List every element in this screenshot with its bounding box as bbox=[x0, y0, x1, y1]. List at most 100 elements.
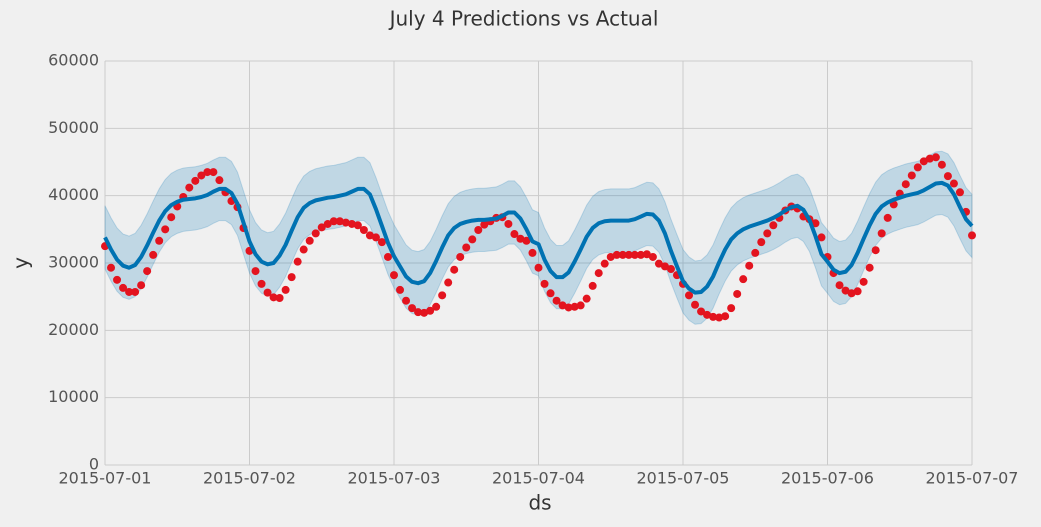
data-point bbox=[697, 307, 706, 316]
data-point bbox=[365, 231, 374, 240]
data-point bbox=[432, 302, 441, 311]
data-point bbox=[570, 302, 579, 311]
data-point bbox=[715, 313, 724, 322]
forecast-line bbox=[103, 180, 974, 295]
data-point bbox=[317, 223, 326, 232]
data-point bbox=[871, 246, 880, 255]
data-point bbox=[721, 312, 730, 321]
data-point bbox=[353, 221, 362, 230]
data-point bbox=[955, 188, 964, 197]
data-point bbox=[444, 278, 453, 287]
data-point bbox=[377, 238, 386, 247]
data-point bbox=[919, 157, 928, 166]
data-point bbox=[618, 250, 627, 259]
data-point bbox=[624, 250, 633, 259]
data-point bbox=[877, 229, 886, 238]
data-point bbox=[685, 291, 694, 300]
data-point bbox=[745, 261, 754, 270]
data-point bbox=[925, 154, 934, 163]
data-point bbox=[125, 287, 134, 296]
data-point bbox=[510, 230, 519, 239]
data-point bbox=[107, 263, 116, 272]
data-point bbox=[113, 275, 122, 284]
data-point bbox=[474, 226, 483, 235]
data-point bbox=[576, 301, 585, 310]
data-point bbox=[468, 235, 477, 244]
data-point bbox=[703, 310, 712, 319]
data-point bbox=[660, 262, 669, 271]
data-point bbox=[402, 296, 411, 305]
x-tick-label: 2015-07-07 bbox=[926, 469, 1019, 488]
data-point bbox=[733, 289, 742, 298]
data-point bbox=[600, 259, 609, 268]
data-point bbox=[323, 219, 332, 228]
data-point bbox=[450, 265, 459, 274]
data-point bbox=[137, 281, 146, 290]
data-point bbox=[594, 269, 603, 278]
data-point bbox=[420, 308, 429, 317]
x-axis-label: ds bbox=[528, 491, 551, 515]
data-point bbox=[462, 243, 471, 252]
data-point bbox=[287, 273, 296, 282]
data-point bbox=[197, 171, 206, 180]
data-point bbox=[335, 217, 344, 226]
data-point bbox=[329, 217, 338, 226]
y-tick-label: 0 bbox=[89, 455, 99, 474]
y-tick-label: 60000 bbox=[48, 51, 99, 70]
data-point bbox=[937, 160, 946, 169]
data-point bbox=[371, 233, 380, 242]
data-point bbox=[414, 308, 423, 317]
data-point bbox=[558, 301, 567, 310]
data-point bbox=[251, 267, 260, 276]
data-point bbox=[281, 285, 290, 294]
data-point bbox=[408, 304, 417, 313]
x-tick-label: 2015-07-04 bbox=[492, 469, 585, 488]
y-tick-label: 10000 bbox=[48, 387, 99, 406]
data-point bbox=[666, 265, 675, 274]
data-point bbox=[968, 231, 976, 240]
data-point bbox=[739, 275, 748, 284]
data-point bbox=[853, 287, 862, 296]
data-point bbox=[305, 236, 314, 245]
data-point bbox=[949, 179, 958, 188]
data-point bbox=[131, 287, 140, 296]
data-point bbox=[293, 257, 302, 266]
data-point bbox=[167, 213, 176, 222]
data-point bbox=[769, 221, 778, 230]
data-point bbox=[540, 279, 549, 288]
data-point bbox=[931, 153, 940, 162]
data-point bbox=[359, 226, 368, 235]
data-point bbox=[185, 183, 194, 192]
data-point bbox=[155, 236, 164, 245]
data-point bbox=[347, 219, 356, 228]
data-point bbox=[546, 289, 555, 298]
data-point bbox=[396, 285, 405, 294]
data-point bbox=[426, 306, 435, 315]
data-point bbox=[438, 291, 447, 300]
data-point bbox=[383, 252, 392, 261]
data-point bbox=[299, 245, 308, 254]
data-point bbox=[841, 286, 850, 295]
data-point bbox=[269, 293, 278, 302]
data-point bbox=[859, 277, 868, 286]
data-point bbox=[480, 220, 489, 229]
data-point bbox=[636, 250, 645, 259]
data-point bbox=[191, 176, 200, 185]
data-point bbox=[648, 252, 657, 261]
data-point bbox=[612, 250, 621, 259]
data-point bbox=[943, 172, 952, 181]
data-point bbox=[143, 267, 152, 276]
data-point bbox=[654, 259, 663, 268]
data-point bbox=[311, 229, 320, 238]
uncertainty-band bbox=[104, 150, 973, 325]
x-tick-label: 2015-07-05 bbox=[637, 469, 730, 488]
data-point bbox=[907, 171, 916, 180]
data-point bbox=[215, 176, 224, 185]
data-point bbox=[209, 168, 218, 177]
data-point bbox=[119, 283, 128, 292]
x-tick-label: 2015-07-06 bbox=[781, 469, 874, 488]
data-point bbox=[203, 168, 212, 177]
data-point bbox=[564, 303, 573, 312]
x-tick-label: 2015-07-02 bbox=[203, 469, 296, 488]
